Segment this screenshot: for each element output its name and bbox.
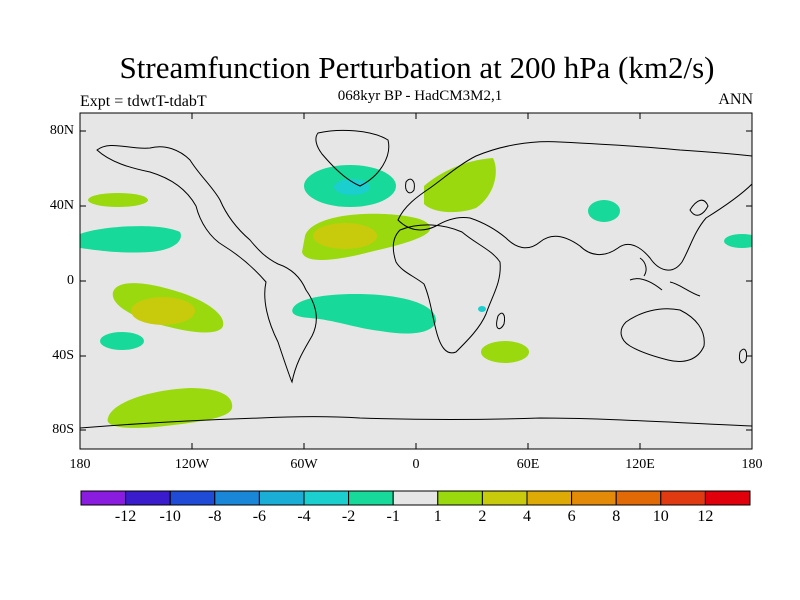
anomaly-south-atlantic-negative: [292, 294, 437, 334]
colorbar-label: 4: [523, 508, 531, 525]
contour-layer: [80, 129, 752, 429]
colorbar-swatch: [615, 490, 662, 506]
lon-ticks: [191, 113, 641, 449]
colorbar-swatch: [481, 490, 528, 506]
colorbar: [80, 490, 751, 506]
anomaly-europe-positive: [424, 158, 496, 213]
colorbar-label: 2: [478, 508, 487, 525]
season-label: ANN: [718, 91, 753, 108]
coastlines: [80, 129, 752, 429]
lon-label-180w: 180: [69, 457, 91, 472]
colorbar-swatch: [704, 490, 751, 506]
lat-label-40n: 40N: [49, 198, 74, 213]
anomaly-indian-ocean-positive: [481, 341, 529, 363]
colorbar-label: 8: [612, 508, 621, 525]
colorbar-swatch: [303, 490, 350, 506]
colorbar-swatch: [125, 490, 171, 506]
lat-ticks: [80, 130, 752, 431]
colorbar-label: -6: [252, 508, 267, 525]
anomaly-asia-negative: [588, 200, 620, 222]
anomaly-south-pacific-negative: [100, 332, 144, 350]
anomaly-subtropical-atlantic-core: [313, 223, 377, 249]
lon-label-60w: 60W: [290, 457, 318, 472]
lat-label-80n: 80N: [49, 123, 74, 138]
colorbar-swatch: [437, 490, 483, 506]
anomaly-north-atlantic-core: [334, 179, 370, 195]
lat-label-40s: 40S: [52, 348, 74, 363]
plot-subtitle: 068kyr BP - HadCM3M2,1: [337, 88, 503, 104]
lon-label-60e: 60E: [516, 457, 540, 472]
anomaly-east-pacific-negative: [80, 226, 181, 253]
anomaly-north-pacific-positive: [88, 193, 148, 207]
anomaly-west-pacific-negative: [724, 234, 752, 248]
experiment-label: Expt = tdwtT-tdabT: [80, 93, 207, 110]
colorbar-label: -8: [208, 508, 222, 525]
colorbar-swatch: [214, 490, 260, 506]
anomaly-southern-ocean-positive: [107, 388, 233, 428]
lat-label-80s: 80S: [52, 422, 74, 437]
colorbar-swatch: [571, 490, 617, 506]
colorbar-swatch: [348, 490, 394, 506]
colorbar-label: 1: [433, 508, 442, 525]
colorbar-label: 12: [697, 508, 714, 525]
colorbar-swatch: [392, 490, 439, 506]
colorbar-label: -4: [297, 508, 311, 525]
colorbar-label: 6: [567, 508, 576, 525]
lon-label-120e: 120E: [625, 457, 655, 472]
colorbar-label: 10: [652, 508, 669, 525]
colorbar-label: -1: [386, 508, 400, 525]
colorbar-label: -12: [114, 508, 137, 525]
lon-label-0: 0: [412, 457, 420, 472]
lon-label-120w: 120W: [174, 457, 210, 472]
colorbar-swatch: [258, 490, 305, 506]
colorbar-swatch: [660, 490, 706, 506]
colorbar-swatch: [169, 490, 216, 506]
plot-title: Streamfunction Perturbation at 200 hPa (…: [119, 50, 715, 85]
anomaly-africa-negative: [478, 306, 486, 312]
lat-label-0: 0: [67, 273, 74, 288]
colorbar-label: -2: [341, 508, 356, 525]
colorbar-swatch: [526, 490, 573, 506]
colorbar-label: -10: [159, 508, 181, 525]
anomaly-south-pacific-core: [131, 297, 195, 325]
lon-label-180e: 180: [741, 457, 763, 472]
colorbar-swatch: [80, 490, 127, 506]
